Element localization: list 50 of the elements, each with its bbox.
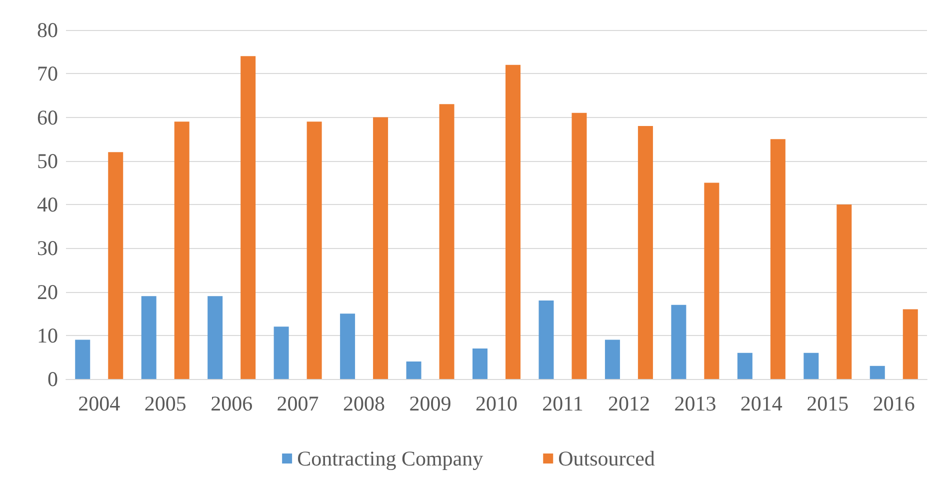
bar xyxy=(506,64,520,379)
bar xyxy=(902,309,918,379)
x-tick-label: 2004 xyxy=(78,392,121,416)
bar xyxy=(240,56,256,379)
legend-label: Outsourced xyxy=(558,446,656,470)
legend-label: Contracting Company xyxy=(297,446,484,470)
bar xyxy=(439,104,454,379)
bar xyxy=(340,314,356,379)
bar xyxy=(108,152,124,379)
x-tick-label: 2010 xyxy=(476,392,518,416)
x-tick-label: 2006 xyxy=(210,392,253,416)
x-tick-label: 2009 xyxy=(409,392,452,416)
bar xyxy=(804,352,819,379)
x-tick-label: 2015 xyxy=(806,392,849,416)
x-tick-label: 2011 xyxy=(542,392,584,416)
bar xyxy=(638,126,653,379)
bar xyxy=(737,352,752,379)
bar xyxy=(836,204,852,379)
bar xyxy=(472,348,488,379)
bar xyxy=(274,326,289,379)
y-tick-label: 50 xyxy=(37,148,58,173)
bar xyxy=(704,182,720,379)
x-tick-label: 2005 xyxy=(144,392,186,416)
bar xyxy=(208,296,223,379)
x-tick-label: 2014 xyxy=(740,392,783,416)
y-tick-label: 30 xyxy=(37,236,58,260)
bar xyxy=(75,340,90,379)
bar xyxy=(770,139,786,379)
bar xyxy=(671,304,686,379)
x-tick-label: 2012 xyxy=(608,392,650,416)
bar xyxy=(604,340,620,379)
x-tick-label: 2016 xyxy=(872,392,915,416)
bar xyxy=(174,122,190,379)
y-tick-label: 80 xyxy=(37,18,58,42)
y-tick-label: 10 xyxy=(37,323,58,348)
bar xyxy=(306,122,322,379)
x-tick-label: 2013 xyxy=(674,392,716,416)
y-tick-label: 70 xyxy=(37,62,58,86)
bar xyxy=(538,300,554,379)
y-tick-label: 40 xyxy=(37,192,58,216)
x-tick-label: 2007 xyxy=(276,392,319,416)
y-tick-label: 20 xyxy=(37,280,58,304)
bar xyxy=(406,362,422,379)
bar xyxy=(572,112,587,379)
bar xyxy=(373,117,388,379)
y-tick-label: 0 xyxy=(48,367,58,391)
x-tick-label: 2008 xyxy=(343,392,386,416)
y-tick-label: 60 xyxy=(37,105,58,130)
bar xyxy=(141,296,156,379)
bar xyxy=(870,366,885,379)
